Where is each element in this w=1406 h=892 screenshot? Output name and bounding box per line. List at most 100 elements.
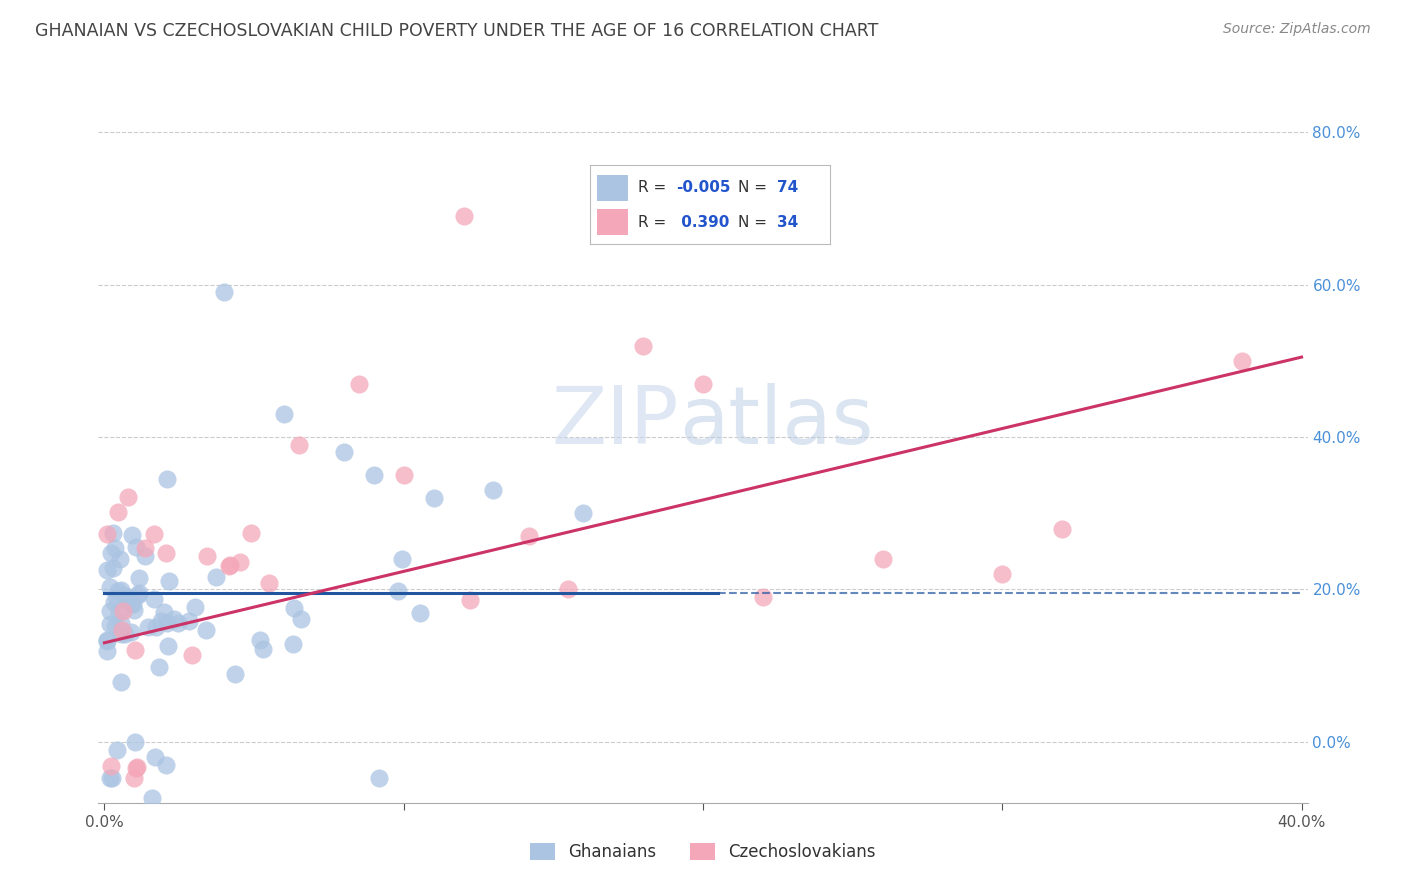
Point [104, 541, 127, 556]
Point [368, 771, 391, 785]
Point [122, 771, 145, 785]
Point [124, 735, 146, 749]
Point [117, 490, 139, 504]
Point [167, 615, 190, 630]
Point [96, 527, 118, 541]
Point [110, 552, 132, 566]
Point [195, 623, 218, 637]
Point [283, 601, 305, 615]
Point [872, 552, 894, 566]
Point [96, 563, 118, 577]
Point [103, 526, 125, 541]
Point [125, 760, 148, 774]
Point [107, 505, 129, 519]
Legend: Ghanaians, Czechoslovakians: Ghanaians, Czechoslovakians [523, 836, 883, 868]
Point [122, 598, 145, 612]
Point [136, 620, 159, 634]
Point [156, 615, 179, 630]
Point [124, 643, 146, 657]
Point [387, 584, 409, 599]
Point [134, 541, 156, 555]
Point [249, 633, 271, 648]
Point [98, 604, 121, 618]
Point [152, 605, 174, 619]
Point [219, 558, 242, 573]
Point [105, 591, 128, 605]
Point [273, 407, 295, 421]
Bar [598, 175, 628, 201]
Point [150, 615, 173, 629]
Point [145, 620, 167, 634]
Point [363, 468, 385, 483]
Point [141, 791, 163, 805]
Point [125, 540, 148, 554]
Text: 0.390: 0.390 [676, 215, 730, 230]
Point [155, 546, 177, 560]
Point [391, 552, 413, 566]
Point [557, 582, 579, 597]
Point [422, 491, 444, 505]
Point [134, 549, 156, 563]
Point [142, 591, 165, 606]
Text: GHANAIAN VS CZECHOSLOVAKIAN CHILD POVERTY UNDER THE AGE OF 16 CORRELATION CHART: GHANAIAN VS CZECHOSLOVAKIAN CHILD POVERT… [35, 22, 879, 40]
Point [482, 483, 505, 498]
Point [181, 648, 204, 662]
Point [104, 619, 127, 633]
Point [100, 759, 122, 773]
Point [111, 624, 134, 638]
Point [392, 468, 415, 483]
Point [157, 574, 180, 588]
Point [100, 546, 122, 560]
Point [110, 627, 132, 641]
Point [240, 526, 263, 541]
Point [409, 606, 432, 620]
Point [98, 580, 121, 594]
Point [110, 675, 132, 690]
Point [218, 559, 240, 574]
Point [205, 569, 228, 583]
Text: atlas: atlas [679, 384, 873, 461]
Text: N =: N = [738, 215, 772, 230]
Point [96, 644, 118, 658]
Point [127, 588, 149, 602]
Point [98, 771, 121, 785]
Text: N =: N = [738, 180, 772, 195]
Point [290, 612, 312, 626]
Point [125, 761, 148, 775]
Point [155, 472, 177, 486]
Point [101, 561, 124, 575]
Point [143, 750, 166, 764]
Point [110, 616, 132, 631]
Point [107, 583, 129, 598]
Point [142, 526, 165, 541]
Point [163, 612, 186, 626]
Point [572, 506, 595, 520]
Point [195, 549, 218, 564]
Point [252, 641, 274, 656]
Point [283, 637, 305, 651]
Point [108, 606, 131, 620]
Point [257, 576, 280, 591]
Point [157, 639, 180, 653]
Point [347, 376, 370, 391]
Point [121, 597, 143, 611]
Point [114, 627, 136, 641]
Point [1050, 521, 1073, 535]
Point [112, 604, 135, 618]
Point [991, 567, 1014, 582]
Point [517, 529, 540, 543]
Text: ZIP: ZIP [551, 384, 679, 461]
Point [121, 528, 143, 542]
Point [155, 757, 177, 772]
Point [179, 614, 201, 628]
Point [103, 595, 125, 609]
Point [98, 616, 121, 631]
Text: Source: ZipAtlas.com: Source: ZipAtlas.com [1223, 22, 1371, 37]
Point [114, 590, 136, 604]
Point [752, 590, 775, 604]
Point [107, 743, 129, 757]
Point [148, 660, 170, 674]
Point [128, 586, 150, 600]
Point [183, 600, 205, 615]
Point [114, 589, 136, 603]
